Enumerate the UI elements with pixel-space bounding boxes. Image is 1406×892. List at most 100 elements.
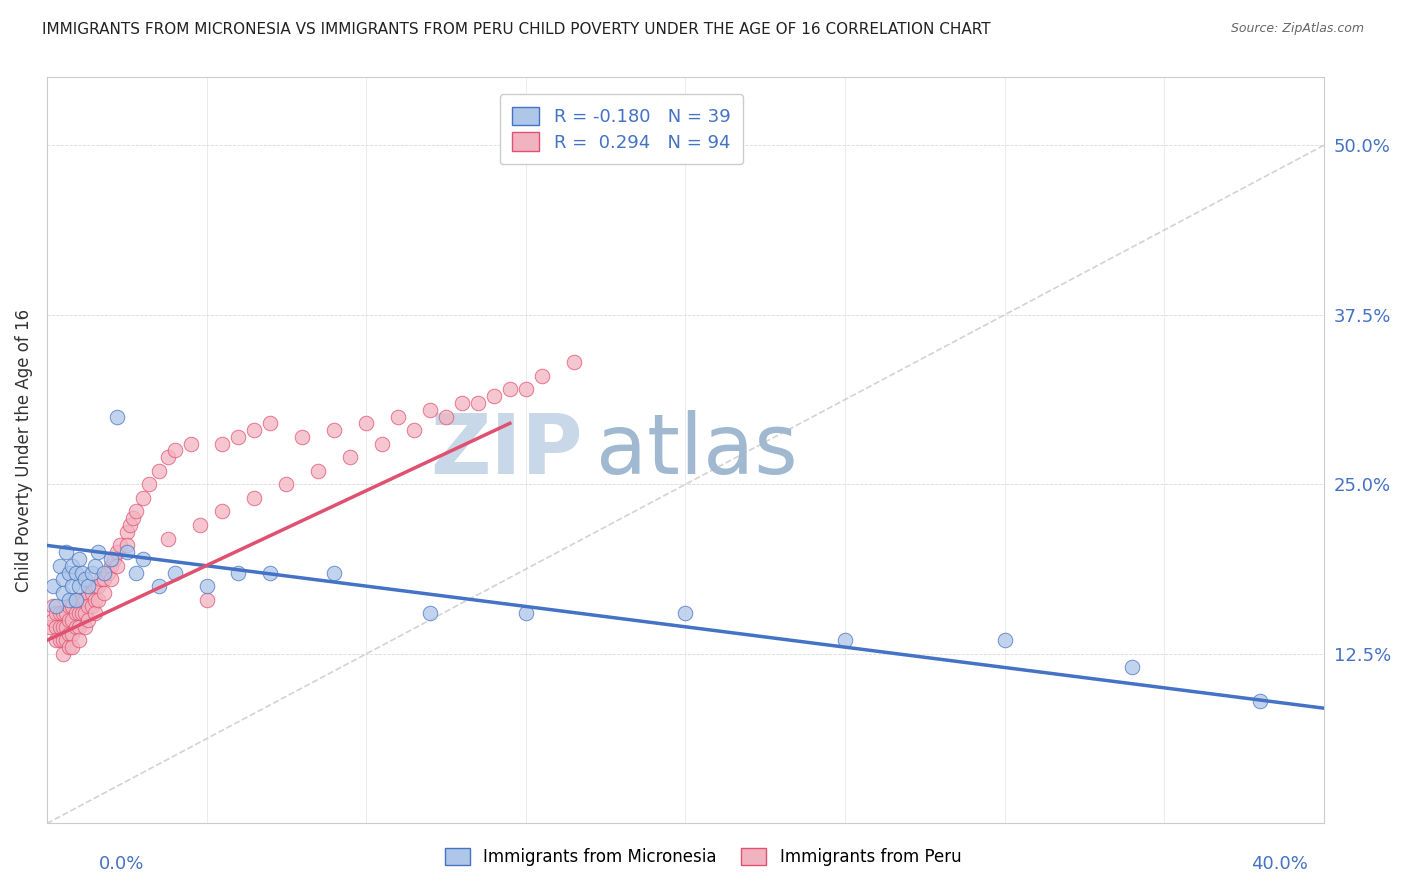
Point: [93, 572, 115, 586]
Point: [83, 558, 105, 573]
Point: [994, 633, 1017, 648]
Point: [58, 592, 80, 607]
Point: [110, 538, 132, 552]
Point: [58, 613, 80, 627]
Point: [259, 417, 281, 431]
Point: [530, 368, 553, 383]
Point: [70, 606, 93, 620]
Point: [48, 620, 70, 634]
Point: [83, 579, 105, 593]
Point: [70, 592, 93, 607]
Point: [103, 552, 125, 566]
Point: [105, 558, 128, 573]
Point: [62, 599, 84, 614]
Point: [67, 552, 90, 566]
Point: [482, 389, 505, 403]
Point: [90, 572, 112, 586]
Point: [48, 606, 70, 620]
Point: [87, 579, 110, 593]
Point: [80, 566, 103, 580]
Point: [115, 538, 138, 552]
Point: [45, 606, 67, 620]
Point: [48, 633, 70, 648]
Point: [65, 606, 87, 620]
Point: [67, 592, 90, 607]
Point: [195, 592, 218, 607]
Point: [259, 566, 281, 580]
Point: [276, 477, 298, 491]
Point: [243, 491, 266, 505]
Point: [52, 572, 75, 586]
Point: [562, 355, 585, 369]
Point: [55, 545, 77, 559]
Point: [228, 566, 250, 580]
Point: [55, 620, 77, 634]
Point: [45, 599, 67, 614]
Point: [75, 606, 97, 620]
Point: [58, 599, 80, 614]
Point: [211, 504, 233, 518]
Point: [467, 396, 489, 410]
Point: [402, 423, 425, 437]
Point: [100, 558, 122, 573]
Point: [243, 423, 266, 437]
Point: [67, 606, 90, 620]
Point: [371, 436, 394, 450]
Text: 40.0%: 40.0%: [1251, 855, 1308, 872]
Point: [195, 579, 218, 593]
Point: [673, 606, 696, 620]
Point: [55, 633, 77, 648]
Point: [83, 606, 105, 620]
Point: [75, 592, 97, 607]
Point: [65, 620, 87, 634]
Point: [39, 620, 62, 634]
Point: [105, 545, 128, 559]
Point: [87, 545, 110, 559]
Point: [83, 592, 105, 607]
Point: [451, 396, 474, 410]
Point: [163, 443, 186, 458]
Point: [77, 613, 100, 627]
Point: [42, 579, 65, 593]
Point: [323, 423, 346, 437]
Point: [105, 409, 128, 424]
Point: [387, 409, 409, 424]
Point: [55, 606, 77, 620]
Point: [67, 620, 90, 634]
Point: [125, 504, 148, 518]
Point: [515, 606, 537, 620]
Point: [188, 518, 211, 533]
Point: [834, 633, 856, 648]
Point: [58, 640, 80, 654]
Point: [515, 383, 537, 397]
Point: [48, 558, 70, 573]
Point: [67, 633, 90, 648]
Point: [45, 633, 67, 648]
Point: [339, 450, 361, 465]
Text: atlas: atlas: [596, 410, 797, 491]
Text: ZIP: ZIP: [430, 410, 583, 491]
Point: [148, 579, 170, 593]
Point: [62, 626, 84, 640]
Point: [180, 436, 202, 450]
Text: IMMIGRANTS FROM MICRONESIA VS IMMIGRANTS FROM PERU CHILD POVERTY UNDER THE AGE O: IMMIGRANTS FROM MICRONESIA VS IMMIGRANTS…: [42, 22, 991, 37]
Point: [52, 606, 75, 620]
Point: [45, 620, 67, 634]
Point: [58, 566, 80, 580]
Point: [42, 599, 65, 614]
Point: [52, 620, 75, 634]
Point: [67, 579, 90, 593]
Y-axis label: Child Poverty Under the Age of 16: Child Poverty Under the Age of 16: [15, 309, 32, 592]
Text: 0.0%: 0.0%: [98, 855, 143, 872]
Point: [163, 566, 186, 580]
Point: [419, 402, 441, 417]
Point: [42, 613, 65, 627]
Point: [125, 566, 148, 580]
Point: [228, 430, 250, 444]
Point: [93, 586, 115, 600]
Point: [118, 518, 141, 533]
Point: [291, 430, 314, 444]
Point: [211, 436, 233, 450]
Point: [115, 545, 138, 559]
Point: [96, 566, 118, 580]
